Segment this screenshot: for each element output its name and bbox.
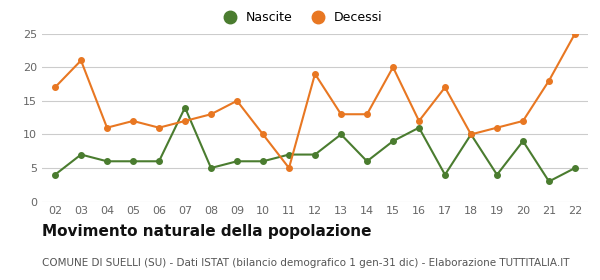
Text: Movimento naturale della popolazione: Movimento naturale della popolazione	[42, 224, 371, 239]
Text: COMUNE DI SUELLI (SU) - Dati ISTAT (bilancio demografico 1 gen-31 dic) - Elabora: COMUNE DI SUELLI (SU) - Dati ISTAT (bila…	[42, 258, 569, 268]
Legend: Nascite, Decessi: Nascite, Decessi	[212, 6, 388, 29]
